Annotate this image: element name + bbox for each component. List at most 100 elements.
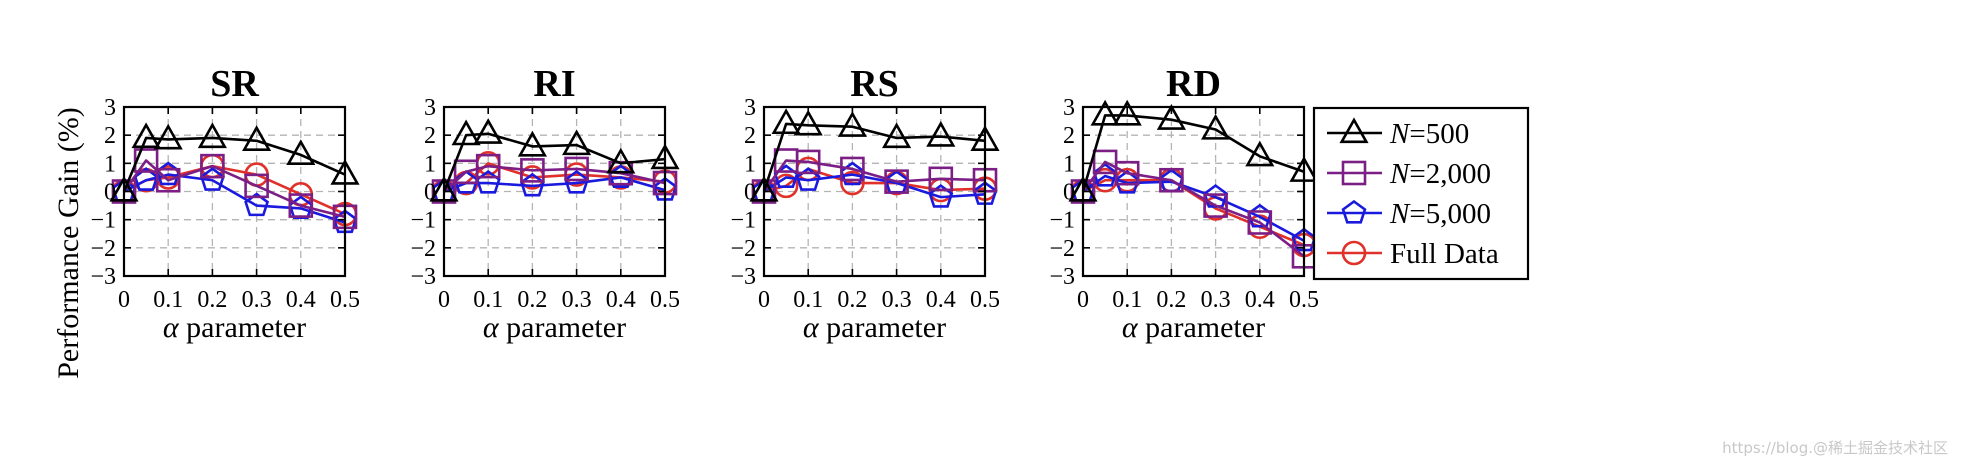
series-group (1068, 99, 1319, 269)
data-point (1112, 99, 1142, 126)
x-tick-label: 0 (1077, 287, 1089, 313)
data-point (837, 111, 867, 137)
series-line (762, 159, 986, 193)
data-point (928, 184, 954, 208)
data-point (1114, 169, 1140, 194)
grid (444, 107, 665, 276)
data-point (473, 118, 503, 144)
data-point (244, 192, 270, 217)
legend-item-n-500: N=500 (1327, 117, 1469, 150)
data-point (244, 173, 269, 199)
watermark-text: https://blog.@稀土掘金技术社区 (1722, 439, 1948, 457)
panel-title: RD (1166, 63, 1221, 105)
legend-item-full-data: Full Data (1327, 238, 1499, 270)
data-point (1114, 160, 1140, 186)
y-tick-label: −3 (1049, 264, 1075, 290)
data-point (795, 149, 821, 175)
data-point (564, 169, 590, 194)
x-tick-label: 0.2 (197, 287, 227, 313)
series-line (762, 122, 986, 192)
y-tick-label: 0 (1063, 180, 1075, 206)
series-line (442, 132, 666, 192)
x-tick-label: 0.1 (153, 287, 183, 313)
legend-label: N=2,000 (1389, 158, 1491, 190)
data-point (1245, 140, 1275, 167)
y-tick-label: −3 (90, 264, 116, 290)
data-point (928, 166, 954, 192)
data-point (839, 161, 865, 186)
x-tick-label: 0.2 (517, 287, 547, 313)
x-tick-label: 0.3 (882, 287, 912, 313)
x-tick-label: 0.2 (1156, 287, 1186, 313)
panel-title: RI (533, 63, 575, 105)
x-tick-label: 0.3 (562, 287, 592, 313)
x-tick-label: 0.1 (473, 287, 503, 313)
y-tick-label: 2 (424, 123, 436, 149)
data-point (517, 130, 547, 157)
y-tick-label: 3 (104, 95, 116, 121)
y-tick-label: −2 (730, 236, 756, 262)
data-point (131, 122, 161, 149)
series-line (122, 136, 346, 192)
x-tick-label: 0 (438, 287, 450, 313)
series-n-5-000 (751, 161, 998, 208)
y-tick-label: 1 (104, 151, 116, 177)
y-tick-label: 1 (424, 151, 436, 177)
data-point (771, 108, 801, 135)
data-point (562, 129, 592, 156)
y-tick-label: 3 (744, 95, 756, 121)
data-point (200, 153, 225, 179)
legend-item-n-2-000: N=2,000 (1327, 158, 1491, 190)
panel-title: RS (850, 63, 899, 105)
legend-box (1312, 106, 1530, 281)
x-tick-label: 0.5 (650, 287, 680, 313)
data-point (564, 156, 589, 182)
y-tick-label: 2 (1063, 123, 1075, 149)
y-tick-label: −1 (90, 208, 116, 234)
series-line (122, 159, 346, 219)
data-point (197, 122, 227, 149)
legend-marker (1341, 240, 1367, 266)
data-point (155, 167, 181, 193)
series-line (1081, 114, 1305, 192)
x-axis-label: α parameter (803, 311, 946, 344)
data-point (453, 169, 479, 194)
data-point (199, 167, 225, 191)
x-tick-label: 0.3 (1201, 287, 1231, 313)
y-tick-label: −3 (730, 264, 756, 290)
series-line (1081, 160, 1305, 258)
legend-item-n-5-000: N=5,000 (1327, 198, 1491, 230)
x-tick-label: 0.5 (330, 287, 360, 313)
x-tick-label: 0.4 (1245, 287, 1275, 313)
y-tick-label: 3 (424, 95, 436, 121)
data-point (840, 170, 865, 196)
data-point (286, 139, 316, 166)
y-tick-label: 2 (104, 123, 116, 149)
data-point (793, 109, 823, 136)
data-point (1159, 167, 1184, 193)
data-point (451, 119, 481, 146)
series-line (123, 173, 346, 224)
data-point (520, 158, 545, 183)
data-point (1203, 193, 1228, 218)
data-point (133, 148, 159, 173)
y-tick-label: 1 (744, 151, 756, 177)
y-tick-label: −1 (730, 208, 756, 234)
x-axis-label: α parameter (483, 311, 626, 344)
data-point (288, 193, 314, 218)
legend-label: N=5,000 (1389, 198, 1491, 230)
series-n-500 (749, 108, 1000, 202)
y-axis-label: Performance Gain (%) (52, 107, 85, 379)
x-axis-label: α parameter (1122, 311, 1265, 344)
y-tick-label: 1 (1063, 151, 1075, 177)
y-tick-label: 0 (744, 180, 756, 206)
series-n-500 (1068, 99, 1319, 202)
data-point (926, 120, 956, 147)
x-tick-label: 0.1 (1112, 287, 1142, 313)
y-tick-label: −2 (410, 236, 436, 262)
